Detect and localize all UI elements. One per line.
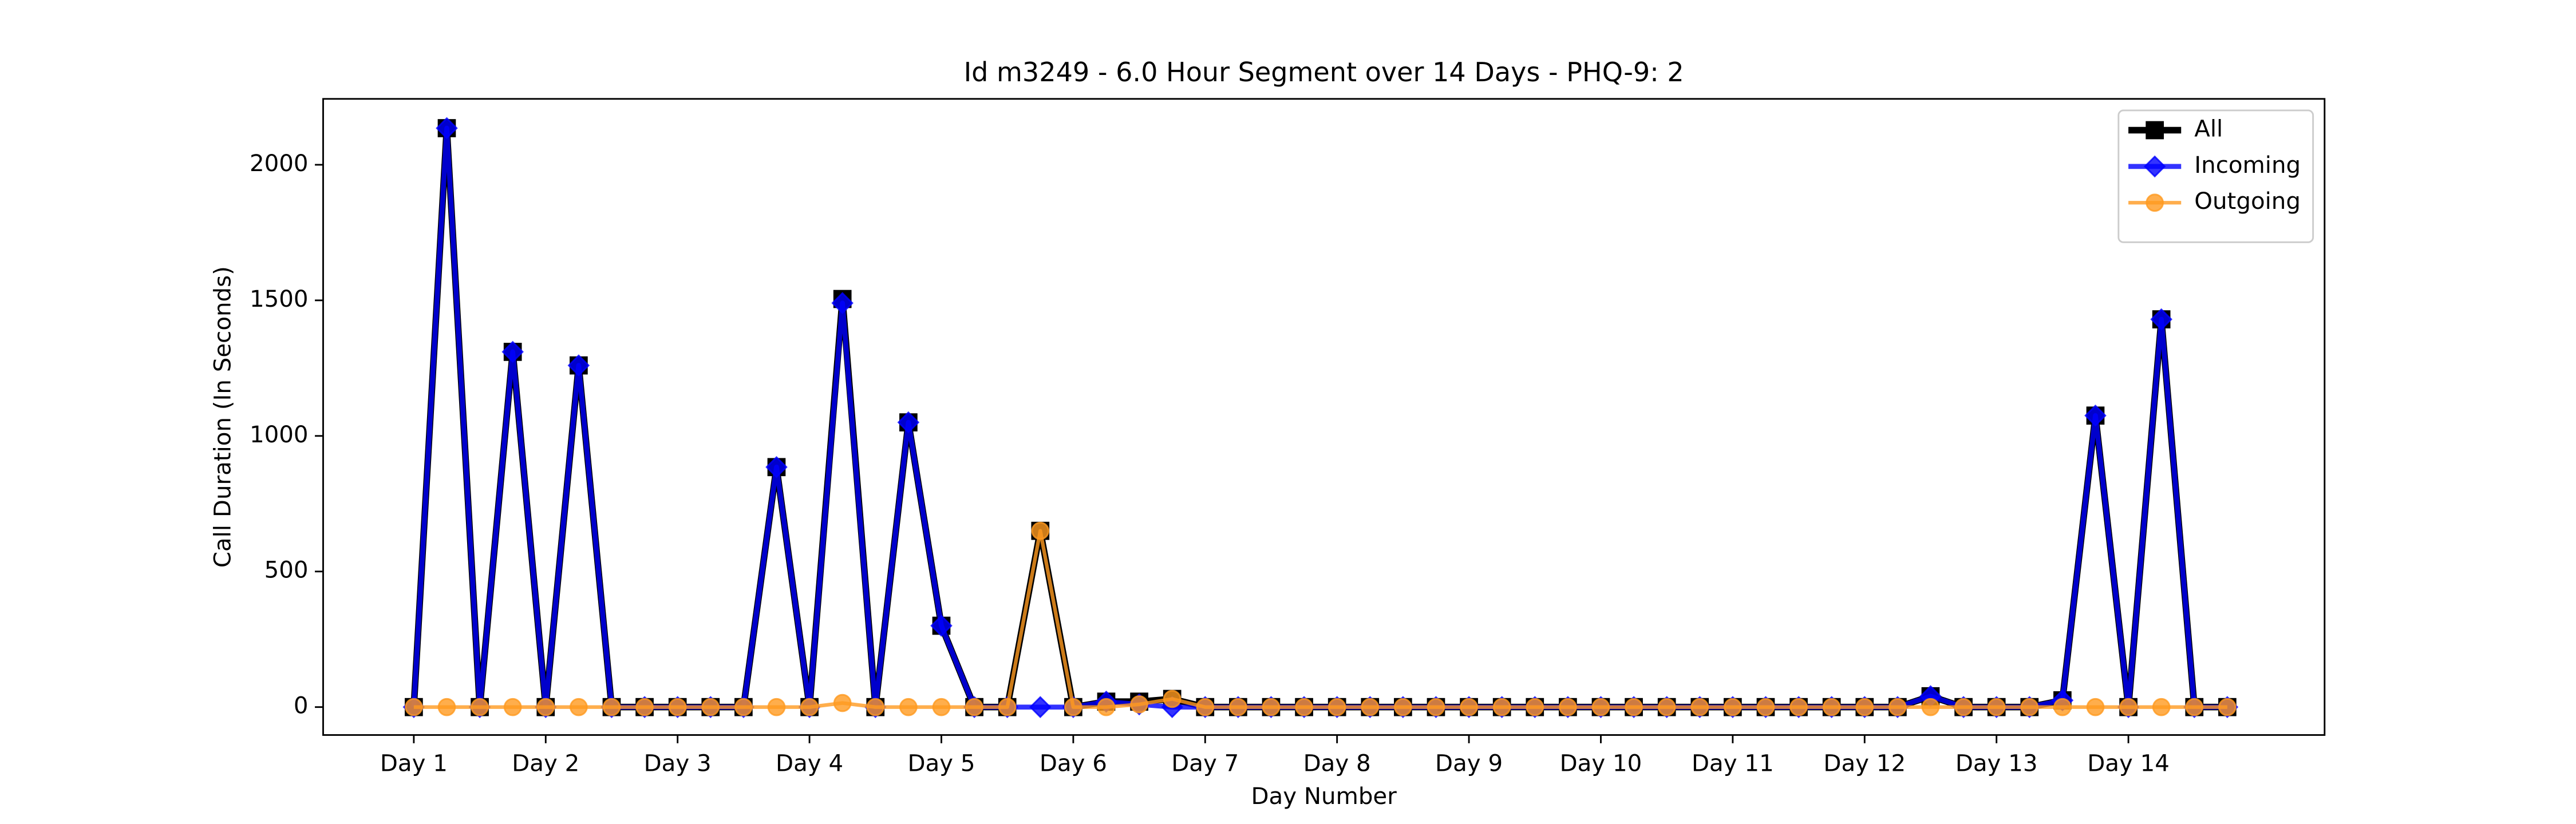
x-axis-label: Day Number — [1251, 783, 1397, 810]
marker-circle — [1690, 698, 1709, 716]
marker-circle — [998, 698, 1017, 716]
x-tick-label: Day 11 — [1692, 750, 1774, 777]
marker-circle — [1492, 698, 1511, 716]
legend-label: All — [2194, 116, 2223, 142]
marker-circle — [1427, 698, 1445, 716]
legend-box — [2117, 109, 2314, 243]
marker-circle — [1361, 698, 1380, 716]
plot-frame — [322, 98, 2326, 736]
marker-circle — [2185, 698, 2204, 716]
y-tick-label: 2000 — [250, 150, 309, 177]
marker-circle — [2119, 698, 2138, 716]
x-tick-label: Day 1 — [380, 750, 448, 777]
marker-circle — [899, 698, 918, 716]
x-tick-label: Day 4 — [776, 750, 843, 777]
marker-circle — [602, 698, 621, 716]
marker-circle — [1394, 698, 1412, 716]
marker-diamond — [436, 117, 458, 140]
marker-circle — [1888, 698, 1907, 716]
legend-marker — [2146, 193, 2164, 212]
legend-marker — [2146, 121, 2164, 140]
marker-circle — [1295, 698, 1313, 716]
marker-circle — [1130, 695, 1148, 714]
x-tick-label: Day 8 — [1303, 750, 1371, 777]
marker-circle — [866, 698, 885, 716]
marker-circle — [734, 698, 753, 716]
legend-label: Incoming — [2194, 152, 2301, 179]
marker-circle — [2086, 698, 2105, 716]
marker-circle — [800, 698, 819, 716]
y-tick-label: 500 — [264, 557, 309, 584]
marker-circle — [1657, 698, 1676, 716]
marker-circle — [932, 698, 951, 716]
x-tick-label: Day 14 — [2087, 750, 2170, 777]
marker-circle — [437, 698, 456, 716]
marker-diamond — [567, 354, 590, 377]
x-tick-label: Day 2 — [512, 750, 579, 777]
marker-diamond — [2150, 308, 2172, 331]
marker-diamond — [1029, 696, 1052, 718]
marker-circle — [1460, 698, 1478, 716]
marker-diamond — [831, 292, 854, 314]
x-tick-label: Day 10 — [1560, 750, 1642, 777]
legend-label: Outgoing — [2194, 188, 2301, 215]
marker-circle — [536, 698, 555, 716]
marker-circle — [1526, 698, 1544, 716]
marker-diamond — [501, 340, 524, 363]
x-tick-label: Day 12 — [1823, 750, 1906, 777]
x-tick-label: Day 5 — [907, 750, 975, 777]
marker-circle — [1196, 698, 1215, 716]
marker-circle — [833, 694, 852, 712]
marker-circle — [1756, 698, 1775, 716]
marker-diamond — [765, 455, 788, 478]
x-tick-label: Day 3 — [644, 750, 712, 777]
marker-circle — [1031, 521, 1050, 540]
legend-marker — [2143, 155, 2166, 178]
marker-circle — [701, 698, 720, 716]
marker-diamond — [897, 411, 920, 434]
marker-circle — [965, 698, 983, 716]
marker-circle — [2020, 698, 2039, 716]
marker-circle — [767, 698, 786, 716]
marker-circle — [1954, 698, 1973, 716]
marker-circle — [1064, 698, 1082, 716]
marker-circle — [405, 698, 423, 716]
marker-circle — [503, 698, 522, 716]
marker-circle — [1559, 698, 1577, 716]
marker-circle — [1262, 698, 1281, 716]
marker-circle — [1921, 698, 1940, 716]
marker-diamond — [2084, 404, 2107, 427]
x-tick-label: Day 9 — [1435, 750, 1503, 777]
marker-circle — [1163, 690, 1182, 708]
marker-circle — [1822, 698, 1841, 716]
marker-circle — [668, 698, 687, 716]
marker-circle — [1591, 698, 1610, 716]
y-tick-label: 1500 — [250, 286, 309, 312]
marker-circle — [570, 698, 588, 716]
marker-circle — [1625, 698, 1643, 716]
marker-circle — [1855, 698, 1874, 716]
x-tick-label: Day 13 — [1955, 750, 2038, 777]
marker-circle — [635, 698, 654, 716]
marker-circle — [1724, 698, 1742, 716]
marker-diamond — [930, 615, 953, 637]
marker-circle — [471, 698, 489, 716]
chart-title: Id m3249 - 6.0 Hour Segment over 14 Days… — [964, 57, 1684, 88]
marker-circle — [1789, 698, 1808, 716]
x-tick-label: Day 7 — [1171, 750, 1239, 777]
marker-circle — [2053, 698, 2072, 716]
y-tick-label: 0 — [294, 692, 309, 719]
y-tick-label: 1000 — [250, 421, 309, 448]
marker-circle — [1987, 698, 2006, 716]
marker-circle — [2218, 698, 2237, 716]
marker-circle — [2152, 698, 2171, 716]
marker-circle — [1097, 698, 1116, 716]
marker-circle — [1327, 698, 1346, 716]
marker-circle — [1229, 698, 1247, 716]
x-tick-label: Day 6 — [1040, 750, 1107, 777]
y-axis-label: Call Duration (In Seconds) — [210, 266, 236, 568]
